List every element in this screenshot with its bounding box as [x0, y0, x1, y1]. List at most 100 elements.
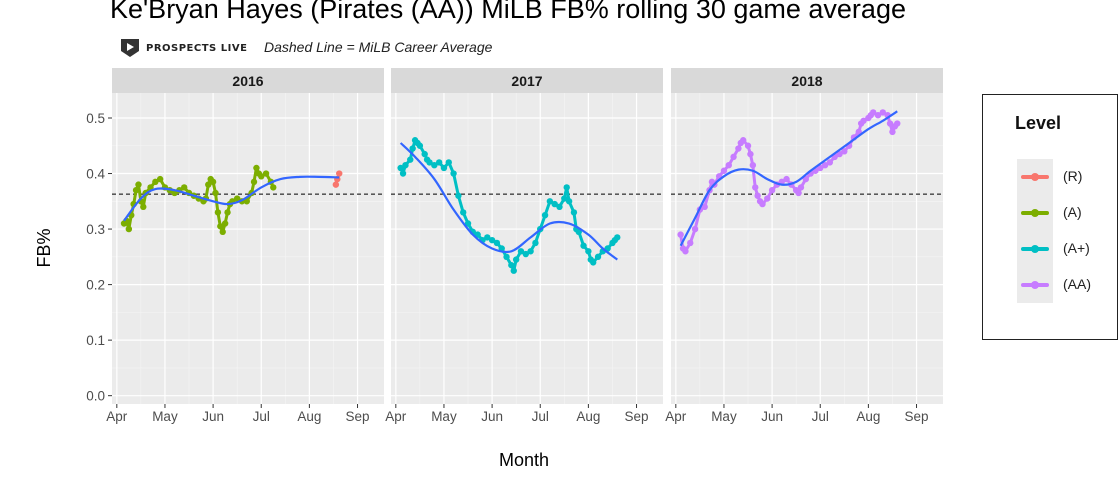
data-point	[889, 128, 896, 136]
legend-swatch-dot	[1031, 173, 1039, 181]
data-point	[493, 239, 501, 247]
data-point	[503, 253, 510, 261]
data-point	[725, 161, 732, 169]
data-point	[508, 261, 515, 269]
legend-label: (AA)	[1063, 276, 1091, 292]
legend-item-aa: (AA)	[1017, 267, 1120, 303]
data-point	[258, 173, 265, 180]
x-tick-label: Aug	[297, 409, 321, 424]
x-tick-label: Apr	[665, 409, 687, 424]
data-point	[455, 192, 462, 199]
data-point	[440, 164, 448, 172]
x-tick-label: May	[431, 409, 457, 424]
y-axis-title: FB%	[34, 228, 54, 267]
x-tick-label: Sep	[905, 409, 929, 424]
facet-label: 2017	[511, 73, 542, 89]
data-point	[250, 178, 258, 186]
data-point	[546, 198, 554, 205]
facet-panel-2017: 2017 Apr May Jun Jul Aug Sep	[385, 68, 663, 424]
legend-swatch-dot	[1031, 209, 1039, 217]
y-tick-label: 0.5	[86, 111, 105, 126]
data-point	[426, 159, 433, 166]
data-point	[551, 200, 558, 208]
legend-label: (R)	[1063, 168, 1083, 184]
x-tick-label: Apr	[385, 409, 407, 424]
data-point	[460, 209, 467, 216]
legend-key	[1017, 231, 1053, 267]
data-point	[740, 137, 747, 144]
data-point	[517, 248, 525, 255]
data-point	[563, 184, 570, 191]
x-tick-label: Jun	[761, 409, 783, 424]
data-point	[402, 161, 409, 169]
data-point	[826, 159, 834, 166]
data-point	[886, 120, 894, 127]
data-point	[677, 231, 684, 238]
smooth-trend-line	[123, 175, 340, 222]
data-point	[219, 228, 226, 236]
data-point	[869, 109, 877, 116]
legend-label: (A)	[1063, 204, 1082, 220]
plot-background	[391, 93, 663, 404]
x-tick-label: May	[152, 409, 178, 424]
data-point	[768, 186, 776, 194]
data-point	[874, 112, 882, 119]
legend-item-a-plus: (A+)	[1017, 231, 1120, 267]
data-point	[450, 170, 457, 177]
data-point	[512, 256, 520, 263]
data-point	[409, 145, 416, 152]
facet-strip	[391, 68, 663, 93]
data-point	[233, 195, 241, 202]
data-point	[445, 159, 452, 166]
x-tick-label: Sep	[346, 409, 370, 424]
data-point	[332, 181, 340, 188]
data-point	[262, 170, 270, 177]
data-point	[594, 253, 602, 261]
smooth-trend-line	[399, 142, 618, 261]
data-point	[556, 203, 563, 211]
data-point	[797, 184, 805, 191]
data-point	[720, 167, 728, 174]
x-tick-label: May	[711, 409, 737, 424]
data-point	[224, 209, 231, 216]
data-point	[421, 150, 428, 158]
data-point	[759, 200, 766, 208]
legend-key	[1017, 159, 1053, 195]
data-point	[221, 220, 229, 227]
facet-label: 2018	[791, 73, 822, 89]
data-point	[407, 156, 414, 163]
legend-key	[1017, 267, 1053, 303]
data-point	[754, 192, 761, 199]
data-point	[841, 148, 848, 155]
data-point	[682, 248, 689, 255]
data-point	[701, 203, 708, 211]
y-tick-label: 0.3	[86, 222, 105, 237]
data-point	[561, 195, 568, 202]
x-tick-label: Apr	[106, 409, 128, 424]
data-point	[125, 225, 133, 233]
facet-strip	[671, 68, 943, 93]
data-point	[580, 242, 587, 249]
play-shield-icon	[121, 39, 139, 57]
data-point	[152, 178, 159, 186]
data-point	[270, 184, 277, 191]
facet-strip	[112, 68, 384, 93]
data-point	[527, 248, 534, 255]
data-point	[397, 164, 404, 172]
x-tick-label: Aug	[576, 409, 600, 424]
data-point	[214, 209, 222, 216]
legend-title: Level	[1015, 113, 1062, 133]
data-point	[585, 248, 592, 255]
y-tick-label: 0.2	[86, 278, 105, 293]
facet-panel-2016: 2016 Apr May Jun Jul Aug Sep	[106, 68, 384, 424]
legend-key	[1017, 195, 1053, 231]
data-point	[522, 250, 529, 258]
x-axis-title: Month	[499, 450, 549, 470]
data-point	[752, 184, 759, 191]
data-point	[253, 164, 260, 172]
x-tick-label: Jun	[481, 409, 503, 424]
data-point	[135, 181, 142, 188]
legend: Level (R) (A) (A+)	[982, 94, 1118, 340]
data-point	[817, 164, 824, 172]
